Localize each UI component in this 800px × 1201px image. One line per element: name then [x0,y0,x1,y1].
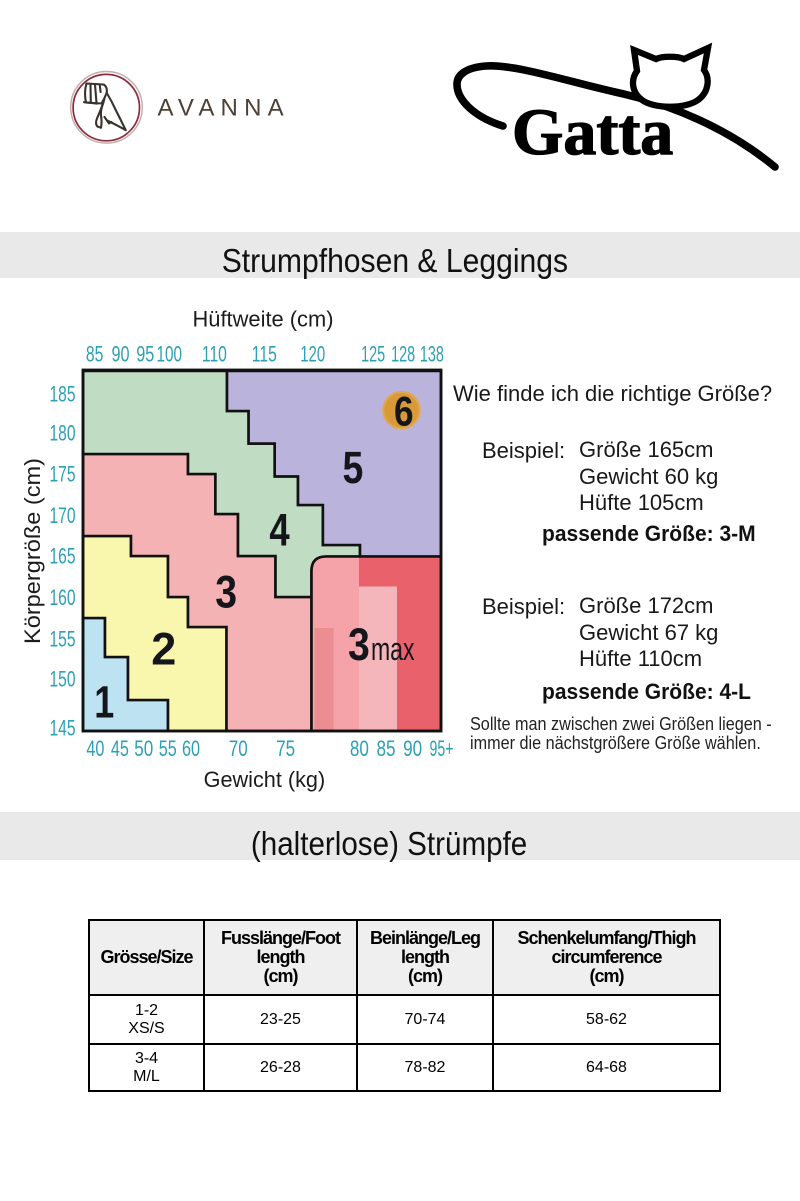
svg-text:110: 110 [202,342,227,367]
svg-text:40: 40 [86,736,104,761]
svg-text:95+: 95+ [430,736,454,761]
svg-text:115: 115 [252,342,277,367]
svg-text:4: 4 [269,504,289,555]
svg-text:1: 1 [94,677,114,728]
svg-text:3: 3 [215,567,237,618]
svg-text:100: 100 [156,342,182,367]
svg-text:3: 3 [348,619,370,670]
svg-text:95: 95 [136,342,154,367]
svg-text:80: 80 [350,736,369,761]
svg-text:75: 75 [276,736,295,761]
svg-text:128: 128 [391,342,415,367]
svg-text:Hüftweite (cm): Hüftweite (cm) [193,307,334,332]
svg-text:170: 170 [50,503,76,528]
svg-text:5: 5 [343,442,364,493]
svg-text:60: 60 [182,736,200,761]
svg-text:85: 85 [86,342,104,367]
svg-text:160: 160 [50,585,76,610]
svg-text:150: 150 [50,667,76,692]
svg-text:Gatta: Gatta [512,96,673,169]
svg-text:138: 138 [420,342,444,367]
svg-text:Gewicht (kg): Gewicht (kg) [204,767,326,792]
svg-text:AVANNA: AVANNA [158,95,290,122]
svg-text:45: 45 [111,736,129,761]
svg-text:180: 180 [50,421,76,446]
svg-text:90: 90 [403,736,422,761]
svg-text:Körpergröße (cm): Körpergröße (cm) [20,458,45,644]
svg-text:165: 165 [50,544,76,569]
svg-text:85: 85 [377,736,396,761]
svg-text:max: max [371,631,415,667]
svg-text:120: 120 [300,342,325,367]
svg-text:175: 175 [50,462,76,487]
svg-text:55: 55 [159,736,177,761]
svg-text:50: 50 [134,736,153,761]
svg-text:155: 155 [50,626,76,651]
svg-text:6: 6 [394,388,414,435]
svg-text:90: 90 [112,342,130,367]
svg-text:70: 70 [229,736,248,761]
svg-text:185: 185 [50,382,76,407]
svg-text:125: 125 [361,342,385,367]
svg-text:2: 2 [151,623,176,674]
svg-text:145: 145 [50,715,76,740]
